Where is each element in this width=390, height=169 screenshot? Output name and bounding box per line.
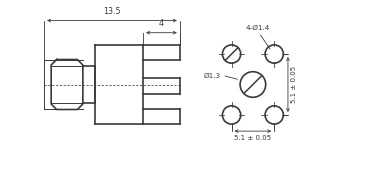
Text: Ø1.3: Ø1.3 <box>204 72 221 78</box>
Text: 13.5: 13.5 <box>103 7 121 16</box>
Text: 5.1 ± 0.05: 5.1 ± 0.05 <box>234 135 271 141</box>
Text: 4-Ø1.4: 4-Ø1.4 <box>245 25 269 31</box>
Text: 5.1 ± 0.05: 5.1 ± 0.05 <box>291 66 297 103</box>
Text: 4: 4 <box>159 19 164 28</box>
